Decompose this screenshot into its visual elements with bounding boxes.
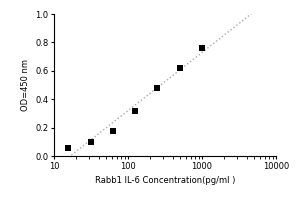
Point xyxy=(110,130,115,133)
Point xyxy=(133,109,138,112)
Point xyxy=(88,140,93,143)
Point xyxy=(177,66,182,70)
Point xyxy=(200,46,204,50)
Point xyxy=(66,146,71,149)
X-axis label: Rabb1 IL-6 Concentration(pg/ml ): Rabb1 IL-6 Concentration(pg/ml ) xyxy=(95,176,235,185)
Y-axis label: OD=450 nm: OD=450 nm xyxy=(21,59,30,111)
Point xyxy=(155,86,160,89)
